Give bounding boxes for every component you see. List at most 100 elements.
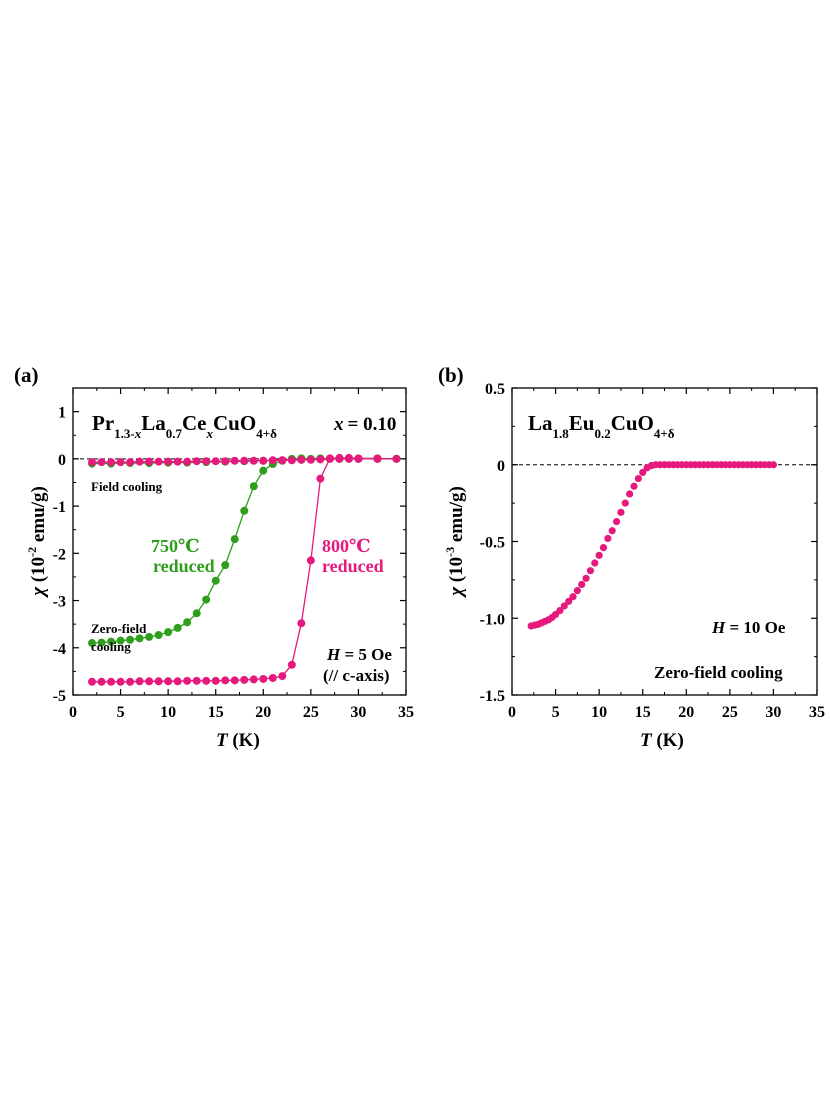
title-part: CuO [213, 411, 256, 435]
magenta-temp-label: 800℃ [322, 536, 371, 556]
data-point [278, 456, 287, 465]
zero-field-cooling-label-b: Zero-field cooling [654, 663, 783, 682]
field-value-label-b: H = 10 Oe [711, 618, 786, 637]
data-point [221, 457, 230, 466]
magenta-reduced-label: reduced [322, 556, 384, 576]
y-tick-label: 0 [497, 458, 505, 475]
y-tick-label: -4 [53, 641, 66, 658]
x-tick-label: 0 [508, 704, 516, 721]
title-part: La [141, 411, 166, 435]
title-part: CuO [611, 411, 654, 435]
x-tick-label: 35 [398, 704, 414, 721]
field-value-label-a: H = 5 Oe [326, 645, 392, 664]
data-point [116, 677, 125, 686]
data-point [97, 638, 106, 647]
panel-label-a: (a) [14, 363, 39, 387]
data-point [591, 559, 599, 567]
panel-label-b: (b) [438, 363, 464, 387]
data-point [230, 535, 239, 544]
data-point [297, 455, 306, 464]
data-point [344, 454, 353, 463]
data-point [230, 456, 239, 465]
x-tick-label: 0 [69, 704, 77, 721]
data-point [630, 482, 638, 490]
data-point [354, 454, 363, 463]
data-point [565, 597, 573, 605]
data-point [164, 628, 173, 637]
y-axis-label-b: χ (10-3 emu/g) [443, 486, 467, 599]
y-tick-label: -1.5 [480, 688, 505, 705]
y-tick-label: 1 [58, 405, 66, 422]
x-tick-label: 10 [160, 704, 176, 721]
data-point [88, 458, 97, 467]
y-tick-label: -3 [53, 594, 66, 611]
data-point [192, 457, 201, 466]
x-tick-label: 15 [635, 704, 651, 721]
data-point [249, 675, 258, 684]
series-group [527, 461, 778, 630]
title-part: x [134, 426, 142, 441]
x-axis-label-a: T (K) [216, 730, 260, 751]
data-point [268, 456, 277, 465]
data-point [569, 593, 577, 601]
zero-field-label-1: Zero-field [91, 621, 147, 636]
data-point [626, 490, 634, 498]
data-point [221, 676, 230, 685]
data-point [287, 660, 296, 669]
y-tick-label: -5 [53, 688, 66, 705]
data-point [316, 455, 325, 464]
data-point [173, 623, 182, 632]
y-tick-label: 0.5 [485, 381, 505, 398]
data-point [240, 506, 249, 515]
data-point [612, 517, 621, 526]
data-point [116, 458, 125, 467]
data-point [249, 482, 258, 491]
data-point [145, 457, 154, 466]
y-tick-label: -2 [53, 546, 66, 563]
data-point [183, 676, 192, 685]
x-tick-label: 25 [722, 704, 738, 721]
data-point [88, 677, 97, 686]
x-tick-label: 30 [350, 704, 366, 721]
data-point [202, 457, 211, 466]
data-point [240, 675, 249, 684]
x-tick-label: 25 [303, 704, 319, 721]
data-point [249, 456, 258, 465]
data-point [634, 474, 642, 483]
x-tick-label: 20 [678, 704, 694, 721]
panel-b: (b) 0 5 10 15 20 25 30 35 0.5 0 -0.5 -1.0 -1.5 La1.8… [438, 363, 825, 751]
data-point [582, 574, 590, 582]
y-tick-label: -0.5 [480, 535, 505, 552]
green-reduced-label: reduced [153, 556, 215, 576]
title-part: 4+δ [654, 426, 675, 441]
title-part: Ce [182, 411, 207, 435]
x-axis-label-b: T (K) [640, 730, 684, 751]
data-point [259, 674, 268, 683]
title-part: Eu [569, 411, 595, 435]
data-point [268, 673, 277, 682]
data-point [240, 456, 249, 465]
data-point [183, 618, 192, 627]
y-tick-label: -1.0 [480, 611, 505, 628]
data-point [154, 677, 163, 686]
title-part: x [206, 426, 214, 441]
data-point [556, 606, 564, 615]
title-part: 4+δ [256, 426, 277, 441]
data-point [126, 635, 135, 644]
data-point [164, 457, 173, 466]
data-point [604, 534, 612, 543]
data-point [135, 457, 144, 466]
data-point [373, 454, 382, 463]
title-part: 0.7 [166, 426, 183, 441]
data-point [192, 609, 201, 618]
data-point [573, 587, 581, 595]
data-point [578, 580, 586, 589]
data-point [116, 636, 125, 645]
title-part: 0.2 [594, 426, 610, 441]
data-point [230, 676, 239, 685]
data-point [586, 567, 595, 575]
y-tick-label: 0 [58, 452, 66, 469]
data-point [306, 556, 315, 565]
